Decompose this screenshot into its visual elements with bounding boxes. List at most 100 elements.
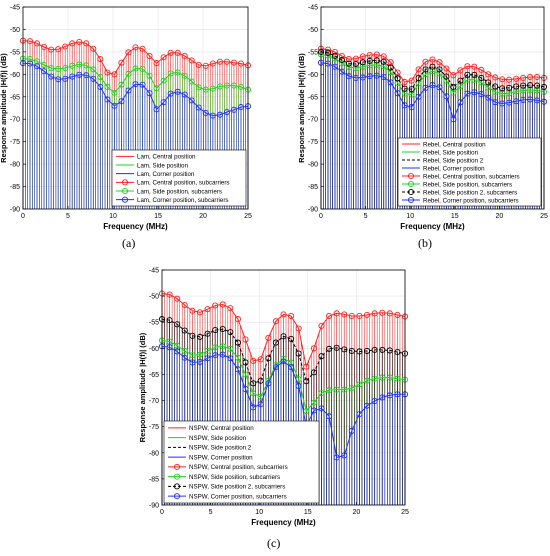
data-point xyxy=(166,317,173,324)
data-point xyxy=(146,72,153,79)
data-point xyxy=(174,295,181,302)
data-point xyxy=(204,355,211,362)
data-point xyxy=(450,116,457,123)
data-point xyxy=(520,96,527,103)
data-point xyxy=(422,58,429,65)
data-point xyxy=(326,387,333,394)
data-point xyxy=(338,56,345,64)
data-point xyxy=(520,74,527,81)
data-point xyxy=(265,380,272,387)
data-point xyxy=(250,404,257,411)
data-point xyxy=(174,88,181,95)
data-point xyxy=(204,347,211,354)
data-point xyxy=(513,75,520,82)
y-tick-label: -50 xyxy=(10,27,20,34)
data-point xyxy=(280,311,287,318)
data-point xyxy=(436,59,443,66)
data-point xyxy=(527,82,534,89)
data-point xyxy=(48,73,55,80)
y-tick-label: -45 xyxy=(308,5,318,12)
data-point xyxy=(386,374,393,381)
data-point xyxy=(366,57,373,64)
data-point xyxy=(373,72,380,79)
data-point xyxy=(394,375,401,382)
chart-panel-a: -45 -50 -55 -60 -65 -70 -75 -80 -85 -900 5 10 15 20 25… xyxy=(0,5,252,232)
data-point xyxy=(242,386,249,393)
x-tick-label: 25 xyxy=(244,213,252,220)
data-point xyxy=(216,111,223,118)
x-tick-label: 15 xyxy=(154,213,162,220)
data-point xyxy=(139,65,146,72)
data-point xyxy=(386,347,393,354)
data-point xyxy=(359,53,366,60)
data-point xyxy=(227,345,234,352)
data-point xyxy=(257,377,264,384)
data-point xyxy=(492,74,499,81)
data-point xyxy=(485,94,492,101)
data-point xyxy=(196,333,204,340)
data-point xyxy=(366,62,373,69)
y-tick-label: -90 xyxy=(149,503,159,510)
data-point xyxy=(83,40,90,47)
data-point xyxy=(415,93,422,100)
data-point xyxy=(62,75,69,82)
data-point xyxy=(234,354,241,361)
y-axis-label: Response amplitude |H(f)| (dB) xyxy=(297,53,306,163)
data-point xyxy=(234,339,241,346)
y-tick-label: -70 xyxy=(308,117,318,124)
data-point xyxy=(394,69,401,76)
data-point xyxy=(499,85,506,92)
data-point xyxy=(212,327,219,334)
data-point xyxy=(181,354,188,361)
data-point xyxy=(196,309,204,316)
y-tick-label: -65 xyxy=(149,372,159,379)
panel-label-c: (c) xyxy=(267,536,281,550)
data-point xyxy=(333,310,340,317)
data-point xyxy=(363,402,371,409)
data-point xyxy=(250,380,257,387)
data-point xyxy=(125,49,132,56)
y-tick-label: -55 xyxy=(308,49,318,56)
x-tick-label: 15 xyxy=(451,213,459,220)
axes-frame xyxy=(22,6,249,210)
data-point xyxy=(533,73,541,81)
legend-entry: Rebel, Corner position, subcarriers xyxy=(423,197,519,204)
data-point xyxy=(506,84,513,91)
data-point xyxy=(189,359,196,366)
data-point xyxy=(166,291,173,298)
data-point xyxy=(188,97,195,104)
data-point xyxy=(345,64,352,71)
data-point xyxy=(422,84,429,91)
legend-marker xyxy=(121,179,129,186)
y-tick-label: -45 xyxy=(10,5,20,12)
data-point xyxy=(223,108,230,116)
x-tick-label: 0 xyxy=(21,213,25,220)
data-point xyxy=(174,49,181,56)
data-point xyxy=(387,64,394,71)
legend-entry: NSPW, Central position, subcarriers xyxy=(189,464,288,471)
data-point xyxy=(359,59,366,66)
data-point xyxy=(242,371,249,378)
data-point xyxy=(303,363,310,370)
data-point xyxy=(219,351,226,358)
data-point xyxy=(48,46,55,53)
data-point xyxy=(118,59,125,66)
data-point xyxy=(212,344,219,351)
data-point xyxy=(230,106,238,113)
data-point xyxy=(464,63,471,70)
data-point xyxy=(371,346,378,353)
data-point xyxy=(189,352,196,359)
data-point xyxy=(326,312,333,320)
data-point xyxy=(188,57,195,64)
data-point xyxy=(104,96,111,103)
data-point xyxy=(356,411,363,418)
legend-marker xyxy=(173,473,181,480)
legend-marker xyxy=(407,188,415,196)
data-point xyxy=(202,62,209,69)
legend-entry: Lam, Side position xyxy=(137,162,188,169)
y-tick-label: -50 xyxy=(149,294,159,301)
data-point xyxy=(380,58,387,65)
y-tick-label: -85 xyxy=(308,184,318,191)
data-point xyxy=(219,343,226,350)
